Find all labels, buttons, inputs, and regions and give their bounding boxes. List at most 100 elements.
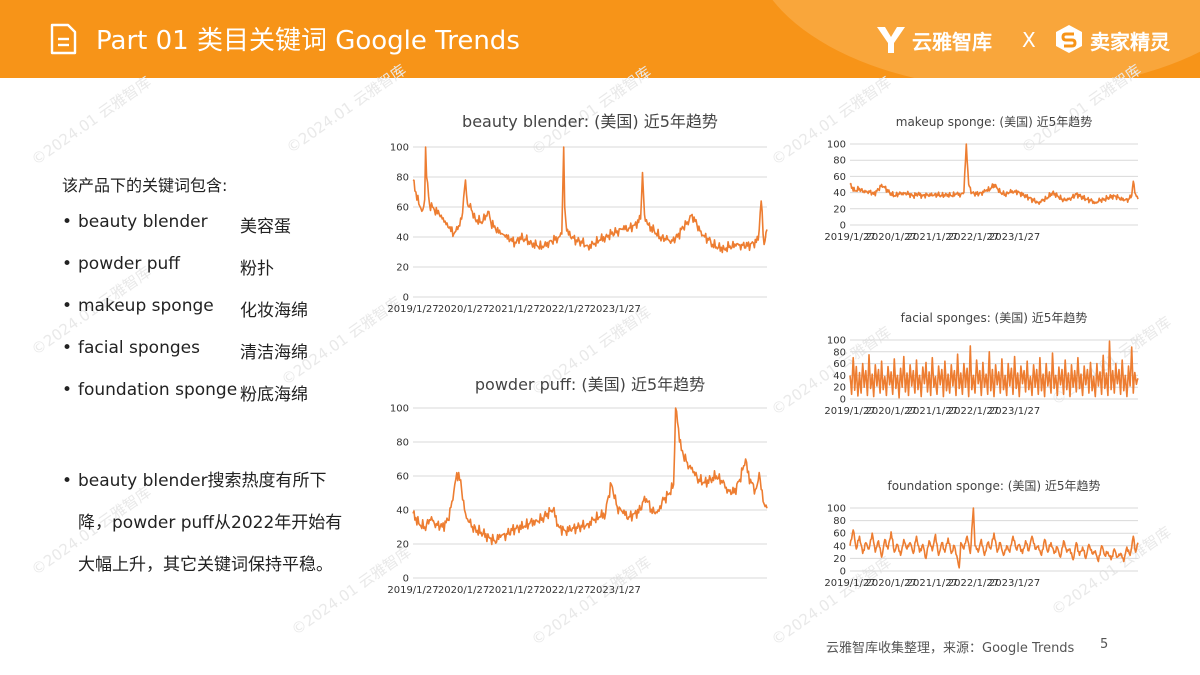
y-tick-label: 80 — [396, 173, 409, 184]
chart-powder-puff: powder puff: (美国) 近5年趋势 0 20 40 60 80 100 2019/… — [385, 368, 775, 605]
x-tick-label: 2020/1/27 — [438, 304, 489, 315]
x-tick-label: 2020/1/27 — [866, 232, 917, 243]
chart-title: foundation sponge: (美国) 近5年趋势 — [887, 479, 1100, 493]
x-tick-label: 2022/1/27 — [948, 406, 999, 417]
y-tick-label: 20 — [833, 204, 846, 215]
source-note: 云雅智库收集整理，来源：Google Trends — [826, 641, 1075, 656]
y-tick-label: 100 — [827, 504, 846, 515]
x-tick-label: 2019/1/27 — [824, 232, 875, 243]
chart-foundation-sponge: foundation sponge: (美国) 近5年趋势 0 20 40 60 80 10… — [824, 472, 1144, 594]
y-tick-label: 0 — [840, 221, 846, 232]
y-tick-label: 40 — [833, 371, 846, 382]
y-tick-label: 100 — [827, 336, 846, 347]
maijia-logo-icon — [1056, 25, 1082, 53]
keyword-en: facial sponges — [78, 338, 200, 358]
chart-svg: makeup sponge: (美国) 近5年趋势 0 20 40 60 80 100 201… — [824, 115, 1139, 243]
keyword-en: beauty blender — [78, 212, 208, 232]
x-tick-label: 2021/1/27 — [907, 406, 958, 417]
y-tick-label: 40 — [833, 188, 846, 199]
page-number: 5 — [1100, 637, 1109, 652]
document-icon — [50, 23, 77, 55]
x-tick-label: 2019/1/27 — [387, 585, 438, 596]
y-tick-label: 60 — [396, 472, 409, 483]
chart-title: makeup sponge: (美国) 近5年趋势 — [896, 115, 1092, 129]
x-tick-label: 2023/1/27 — [590, 585, 641, 596]
x-tick-label: 2019/1/27 — [387, 304, 438, 315]
y-tick-label: 80 — [833, 516, 846, 527]
keyword-cn: 美容蛋 — [240, 217, 291, 237]
x-tick-label: 2019/1/27 — [824, 578, 875, 589]
y-tick-label: 80 — [833, 156, 846, 167]
x-tick-label: 2021/1/27 — [907, 232, 958, 243]
keyword-en: foundation sponge — [78, 380, 238, 400]
y-tick-label: 20 — [396, 540, 409, 551]
series-line — [412, 407, 768, 546]
y-tick-label: 80 — [833, 347, 846, 358]
x-tick-label: 2022/1/27 — [539, 585, 590, 596]
watermark: ©2024.01 云雅智库 — [27, 72, 155, 169]
y-tick-label: 40 — [396, 506, 409, 517]
keyword-cn: 粉底海绵 — [240, 385, 308, 405]
x-tick-label: 2023/1/27 — [989, 578, 1040, 589]
series-line — [849, 340, 1139, 399]
x-tick-label: 2023/1/27 — [590, 304, 641, 315]
chart-makeup-sponge: makeup sponge: (美国) 近5年趋势 0 20 40 60 80 100 201… — [824, 108, 1144, 248]
x-tick-label: 2021/1/27 — [489, 585, 540, 596]
chart-title: beauty blender: (美国) 近5年趋势 — [462, 112, 718, 131]
keyword-cn: 清洁海绵 — [240, 343, 308, 363]
bullet: • — [62, 296, 73, 316]
summary-line: 降，powder puff从2022年开始有 — [78, 513, 343, 533]
bullet: • — [62, 380, 73, 400]
bullet: • — [62, 212, 73, 232]
y-tick-label: 100 — [390, 143, 409, 154]
bullet: • — [62, 471, 73, 491]
summary-line: 大幅上升，其它关键词保持平稳。 — [78, 555, 333, 575]
y-tick-label: 100 — [827, 140, 846, 151]
keyword-cn: 粉扑 — [240, 259, 274, 279]
series-line — [412, 146, 768, 254]
y-tick-label: 100 — [390, 404, 409, 415]
y-tick-label: 0 — [840, 567, 846, 578]
chart-svg: powder puff: (美国) 近5年趋势 0 20 40 60 80 100 2019/… — [387, 375, 768, 596]
series-line — [849, 507, 1139, 569]
y-tick-label: 20 — [833, 554, 846, 565]
page-title: Part 01 类目关键词 Google Trends — [96, 26, 520, 56]
keyword-en: powder puff — [78, 254, 181, 274]
y-tick-label: 0 — [403, 574, 409, 585]
x-tick-label: 2023/1/27 — [989, 232, 1040, 243]
x-tick-label: 2022/1/27 — [948, 232, 999, 243]
x-tick-label: 2020/1/27 — [866, 406, 917, 417]
x-tick-label: 2021/1/27 — [489, 304, 540, 315]
y-tick-label: 0 — [840, 395, 846, 406]
y-tick-label: 60 — [833, 359, 846, 370]
keyword-en: makeup sponge — [78, 296, 214, 316]
x-tick-label: 2022/1/27 — [539, 304, 590, 315]
brand-separator: X — [1022, 28, 1036, 52]
y-tick-label: 20 — [396, 263, 409, 274]
y-tick-label: 0 — [403, 293, 409, 304]
x-tick-label: 2021/1/27 — [907, 578, 958, 589]
header-bar: Part 01 类目关键词 Google Trends 云雅智库 X 卖家精灵 — [0, 0, 1200, 78]
series-line — [849, 143, 1139, 205]
bullet: • — [62, 254, 73, 274]
y-tick-label: 40 — [396, 233, 409, 244]
chart-title: powder puff: (美国) 近5年趋势 — [475, 375, 705, 394]
chart-title: facial sponges: (美国) 近5年趋势 — [901, 311, 1088, 325]
brand-maijia: 卖家精灵 — [1090, 30, 1170, 54]
keywords-intro: 该产品下的关键词包含: — [62, 176, 228, 195]
brand-yunya: 云雅智库 — [912, 30, 992, 54]
y-tick-label: 20 — [833, 383, 846, 394]
y-tick-label: 60 — [833, 529, 846, 540]
yunya-logo-icon — [877, 27, 905, 53]
summary-note: • beauty blender搜索热度有所下 降，powder puff从20… — [62, 460, 352, 586]
x-tick-label: 2022/1/27 — [948, 578, 999, 589]
chart-beauty-blender: beauty blender: (美国) 近5年趋势 0 20 40 60 80 100 20… — [385, 105, 775, 320]
bullet: • — [62, 338, 73, 358]
chart-svg: beauty blender: (美国) 近5年趋势 0 20 40 60 80 100 20… — [387, 112, 768, 315]
x-tick-label: 2020/1/27 — [438, 585, 489, 596]
summary-line: beauty blender搜索热度有所下 — [78, 471, 327, 491]
x-tick-label: 2023/1/27 — [989, 406, 1040, 417]
y-tick-label: 60 — [396, 203, 409, 214]
keyword-cn: 化妆海绵 — [240, 301, 308, 321]
